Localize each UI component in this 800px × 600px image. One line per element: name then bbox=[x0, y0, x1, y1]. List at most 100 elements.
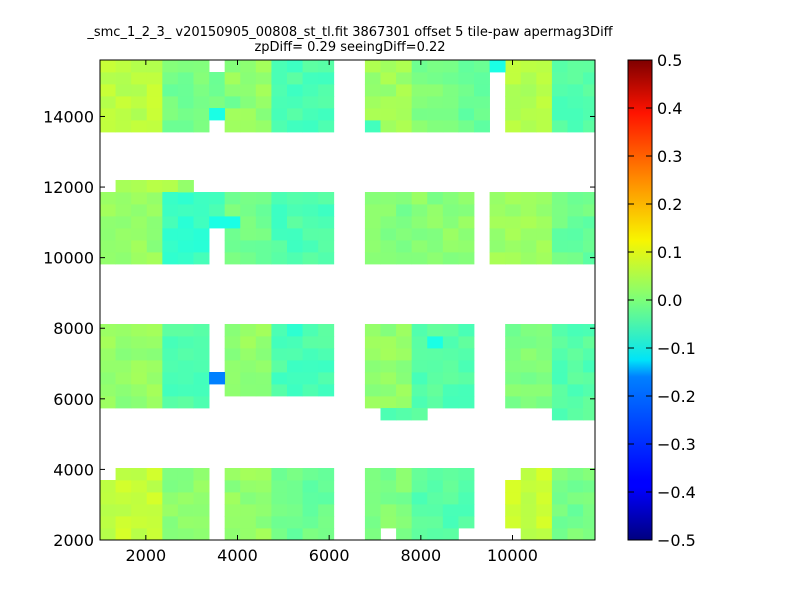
heatmap-cell bbox=[364, 204, 381, 217]
heatmap-cell bbox=[115, 72, 132, 85]
heatmap-cell bbox=[411, 216, 428, 229]
heatmap-cell bbox=[583, 348, 596, 361]
heatmap-cell bbox=[146, 396, 163, 409]
heatmap-cell bbox=[162, 384, 179, 397]
heatmap-cell bbox=[583, 72, 596, 85]
heatmap-cell bbox=[302, 228, 319, 241]
heatmap-cell bbox=[271, 348, 288, 361]
heatmap-cell bbox=[551, 204, 568, 217]
heatmap-cell bbox=[567, 468, 584, 481]
heatmap-cell bbox=[427, 60, 444, 73]
heatmap-cell bbox=[240, 252, 257, 265]
heatmap-cell bbox=[551, 228, 568, 241]
heatmap-cell bbox=[551, 360, 568, 373]
heatmap-cell bbox=[302, 60, 319, 73]
x-tick-label: 6000 bbox=[309, 546, 350, 565]
heatmap-cell bbox=[583, 396, 596, 409]
heatmap-cell bbox=[536, 84, 553, 97]
heatmap-cell bbox=[224, 348, 241, 361]
heatmap-cell bbox=[177, 528, 194, 541]
heatmap-cell bbox=[458, 204, 475, 217]
heatmap-cell bbox=[411, 492, 428, 505]
colorbar-tick-label: 0.2 bbox=[657, 195, 682, 214]
heatmap-cell bbox=[458, 492, 475, 505]
heatmap-cell bbox=[302, 204, 319, 217]
heatmap-cell bbox=[442, 228, 459, 241]
heatmap-cell bbox=[271, 228, 288, 241]
heatmap-cell bbox=[131, 108, 148, 121]
heatmap-cell bbox=[177, 72, 194, 85]
heatmap-cell bbox=[489, 216, 506, 229]
heatmap-cell bbox=[193, 516, 210, 529]
heatmap-cell bbox=[146, 120, 163, 133]
heatmap-cell bbox=[255, 384, 272, 397]
heatmap-cell bbox=[255, 228, 272, 241]
heatmap-cell bbox=[318, 240, 335, 253]
heatmap-cell bbox=[427, 228, 444, 241]
heatmap-cell bbox=[458, 252, 475, 265]
heatmap-cell bbox=[567, 528, 584, 541]
heatmap-cell bbox=[271, 468, 288, 481]
heatmap-cell bbox=[100, 192, 116, 205]
heatmap-cell bbox=[551, 504, 568, 517]
heatmap-cell bbox=[287, 384, 303, 397]
heatmap-cell bbox=[520, 84, 537, 97]
heatmap-cell bbox=[115, 84, 132, 97]
heatmap-cell bbox=[302, 360, 319, 373]
heatmap-cell bbox=[551, 324, 568, 337]
heatmap-cell bbox=[442, 108, 459, 121]
heatmap-cell bbox=[551, 240, 568, 253]
heatmap-cell bbox=[505, 324, 522, 337]
heatmap-cell bbox=[146, 480, 163, 493]
heatmap-cell bbox=[364, 336, 381, 349]
heatmap-cells bbox=[100, 60, 596, 541]
heatmap-cell bbox=[115, 204, 132, 217]
heatmap-cell bbox=[240, 216, 257, 229]
heatmap-cell bbox=[411, 528, 428, 541]
heatmap-cell bbox=[115, 228, 132, 241]
heatmap-cell bbox=[505, 384, 522, 397]
heatmap-cell bbox=[396, 240, 413, 253]
heatmap-cell bbox=[364, 348, 381, 361]
heatmap-cell bbox=[287, 528, 303, 541]
heatmap-cell bbox=[177, 228, 194, 241]
heatmap-cell bbox=[287, 60, 303, 73]
heatmap-cell bbox=[567, 348, 584, 361]
heatmap-cell bbox=[396, 84, 413, 97]
heatmap-cell bbox=[442, 348, 459, 361]
heatmap-cell bbox=[193, 96, 210, 109]
heatmap-cell bbox=[427, 480, 444, 493]
colorbar-tick-label: 0.4 bbox=[657, 99, 682, 118]
heatmap-cell bbox=[318, 252, 335, 265]
heatmap-cell bbox=[255, 240, 272, 253]
heatmap-cell bbox=[536, 348, 553, 361]
heatmap-cell bbox=[115, 192, 132, 205]
heatmap-cell bbox=[396, 216, 413, 229]
heatmap-cell bbox=[380, 192, 397, 205]
heatmap-cell bbox=[458, 216, 475, 229]
heatmap-cell bbox=[536, 492, 553, 505]
heatmap-cell bbox=[583, 372, 596, 385]
heatmap-cell bbox=[520, 120, 537, 133]
heatmap-cell bbox=[193, 240, 210, 253]
heatmap-cell bbox=[131, 204, 148, 217]
heatmap-cell bbox=[567, 120, 584, 133]
colorbar-ticks: 0.5 0.4 0.3 0.2 0.1 0.0 −0.1 −0.2 −0.3 −0.4 −0.5 bbox=[628, 51, 696, 550]
heatmap-cell bbox=[380, 504, 397, 517]
heatmap-cell bbox=[162, 240, 179, 253]
heatmap-cell bbox=[364, 108, 381, 121]
heatmap-cell bbox=[224, 528, 241, 541]
heatmap-cell bbox=[115, 468, 132, 481]
heatmap-cell bbox=[240, 108, 257, 121]
heatmap-cell bbox=[146, 468, 163, 481]
heatmap-cell bbox=[193, 384, 210, 397]
heatmap-cell bbox=[131, 60, 148, 73]
heatmap-cell bbox=[474, 96, 490, 109]
colorbar-tick-label: −0.5 bbox=[657, 531, 696, 550]
heatmap-cell bbox=[224, 384, 241, 397]
heatmap-cell bbox=[224, 72, 241, 85]
heatmap-cell bbox=[396, 516, 413, 529]
heatmap-cell bbox=[427, 120, 444, 133]
heatmap-cell bbox=[115, 516, 132, 529]
heatmap-cell bbox=[255, 348, 272, 361]
